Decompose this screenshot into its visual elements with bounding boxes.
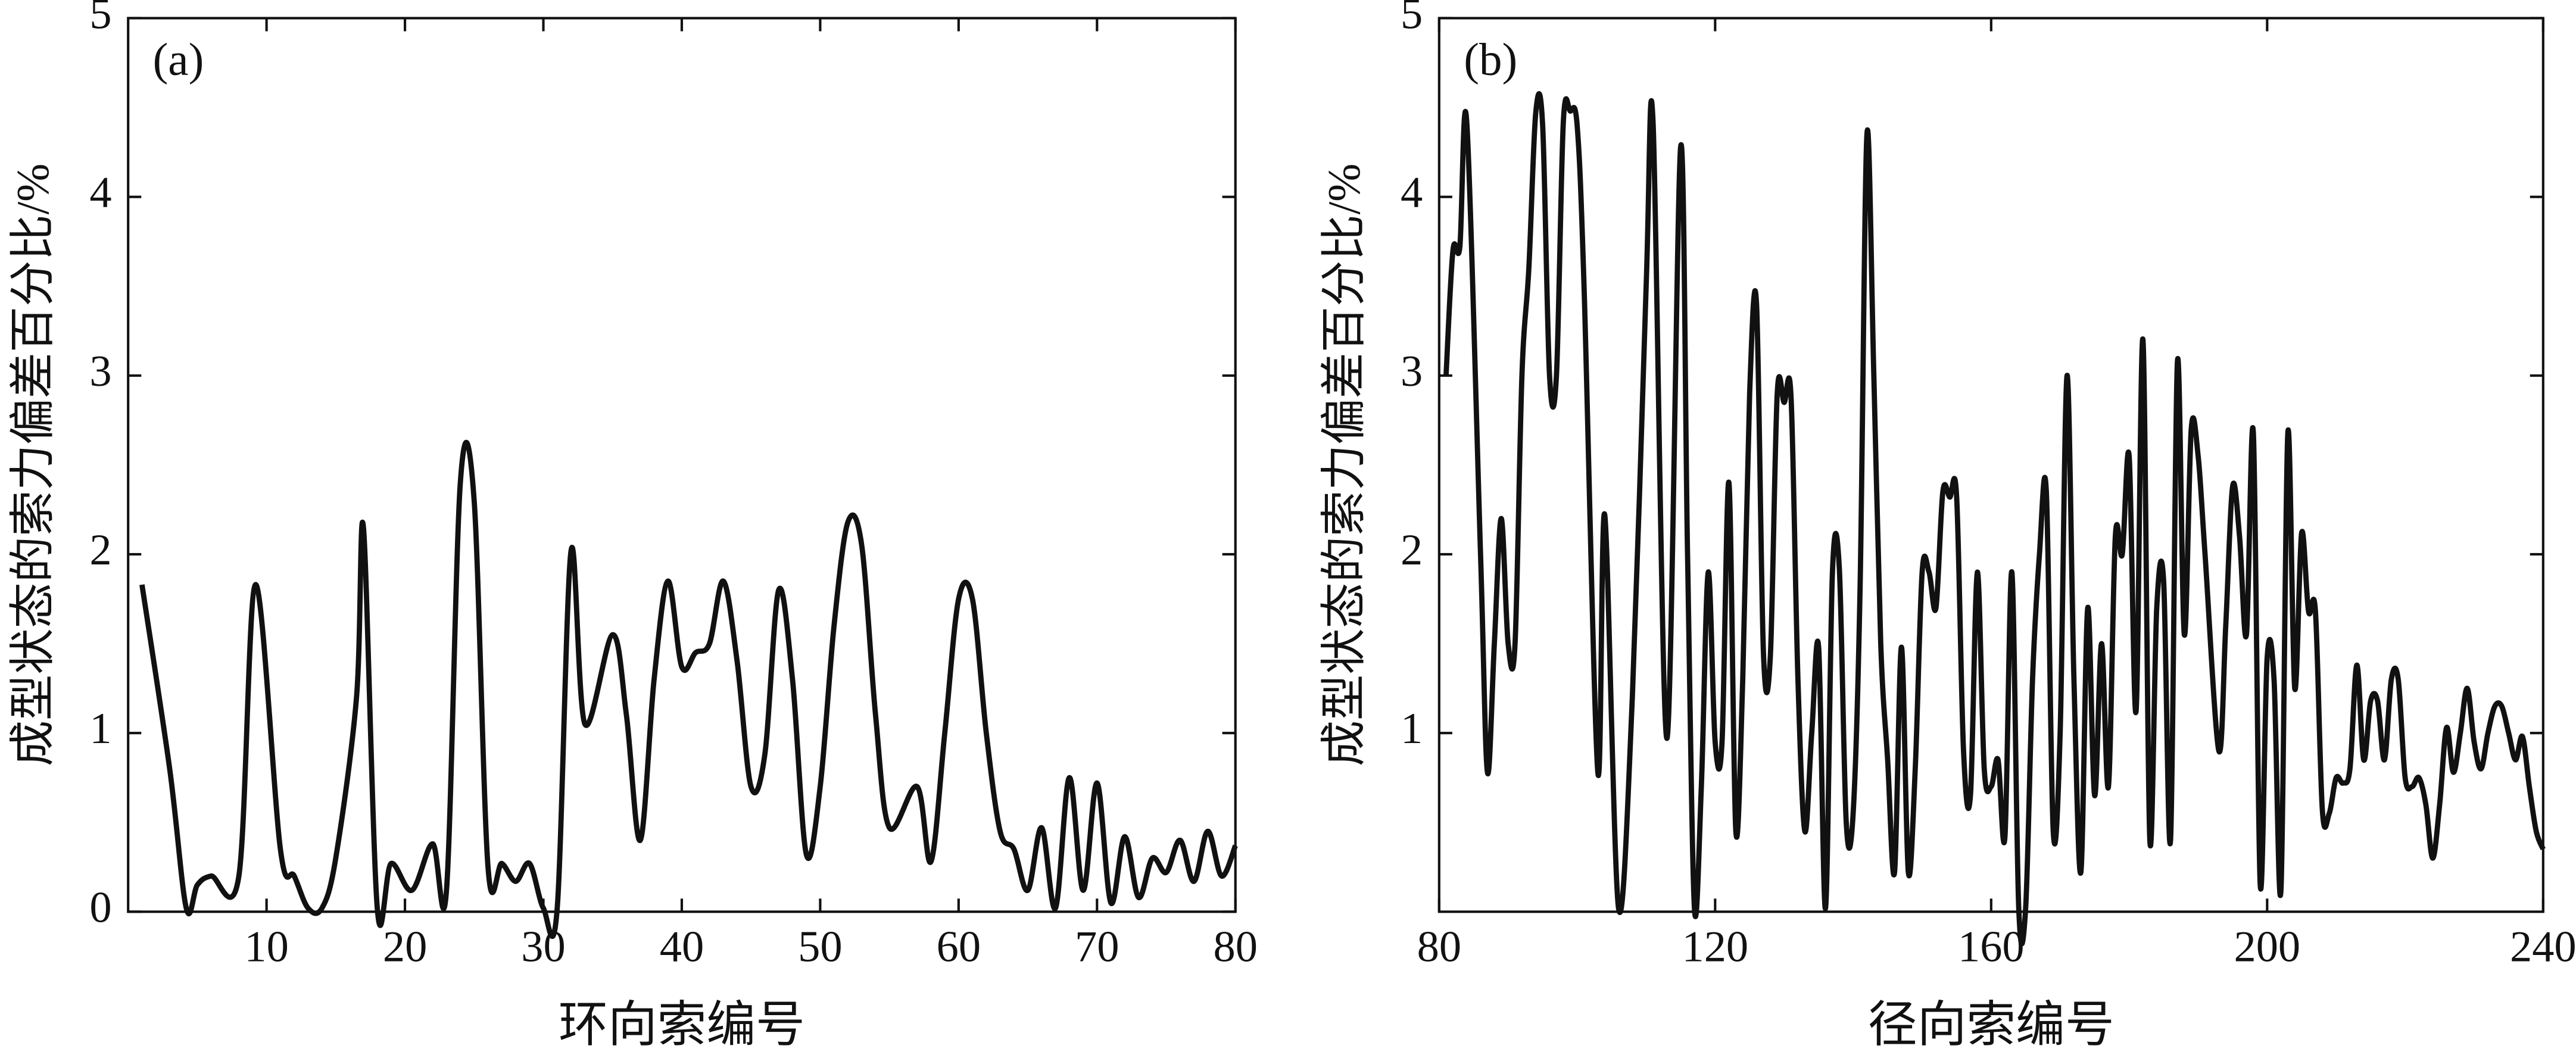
x-axis-label: 径向索编号 xyxy=(1868,997,2115,1052)
y-tick-label: 1 xyxy=(1401,704,1423,753)
x-tick-label: 60 xyxy=(937,923,981,972)
x-tick-label: 160 xyxy=(1958,923,2025,972)
y-tick-label: 5 xyxy=(89,0,111,39)
y-tick-label: 0 xyxy=(89,883,111,932)
y-tick-label: 4 xyxy=(1401,168,1423,217)
x-tick-label: 80 xyxy=(1213,923,1257,972)
data-line xyxy=(139,439,1238,939)
x-tick-label: 10 xyxy=(244,923,288,972)
y-axis-label: 成型状态的索力偏差百分比/% xyxy=(7,163,58,766)
x-tick-label: 50 xyxy=(798,923,842,972)
y-tick-label: 3 xyxy=(89,347,111,396)
x-axis-label: 环向索编号 xyxy=(559,997,805,1052)
data-line xyxy=(1443,91,2546,947)
y-tick-label: 3 xyxy=(1401,347,1423,396)
x-tick-label: 80 xyxy=(1417,923,1461,972)
x-tick-label: 40 xyxy=(660,923,704,972)
panel-label: (a) xyxy=(153,33,204,85)
x-tick-label: 120 xyxy=(1682,923,1748,972)
y-tick-label: 2 xyxy=(1401,526,1423,575)
x-tick-label: 240 xyxy=(2510,923,2576,972)
y-tick-label: 5 xyxy=(1401,0,1423,39)
panel-label: (b) xyxy=(1464,33,1517,85)
x-tick-label: 30 xyxy=(521,923,565,972)
y-tick-label: 4 xyxy=(89,168,111,217)
y-axis-label: 成型状态的索力偏差百分比/% xyxy=(1318,163,1370,766)
x-tick-label: 200 xyxy=(2234,923,2300,972)
y-tick-label: 1 xyxy=(89,704,111,753)
x-tick-label: 20 xyxy=(383,923,427,972)
y-tick-label: 2 xyxy=(89,526,111,575)
x-tick-label: 70 xyxy=(1075,923,1119,972)
